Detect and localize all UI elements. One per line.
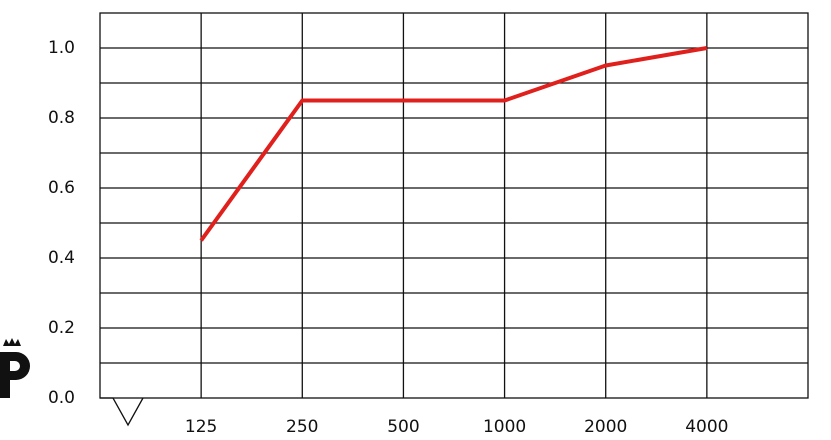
logo bbox=[0, 338, 30, 398]
y-tick-label: 0.2 bbox=[48, 318, 75, 338]
x-tick-label: 125 bbox=[185, 417, 217, 437]
y-tick-label: 1.0 bbox=[48, 38, 75, 58]
x-tick-label: 4000 bbox=[685, 417, 728, 437]
y-tick-label: 0.0 bbox=[48, 388, 75, 408]
y-tick-label: 0.4 bbox=[48, 248, 75, 268]
x-tick-label: 250 bbox=[286, 417, 318, 437]
x-tick-label: 1000 bbox=[483, 417, 526, 437]
data-line bbox=[199, 46, 708, 242]
axis-break bbox=[100, 397, 144, 427]
y-tick-label: 0.8 bbox=[48, 108, 75, 128]
x-tick-label: 500 bbox=[387, 417, 419, 437]
x-tick-label: 2000 bbox=[584, 417, 627, 437]
y-tick-label: 0.6 bbox=[48, 178, 75, 198]
plot-frame bbox=[99, 12, 809, 399]
